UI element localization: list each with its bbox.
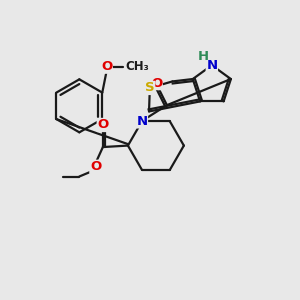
- Text: H: H: [197, 50, 208, 64]
- Text: N: N: [136, 115, 148, 128]
- Text: N: N: [206, 59, 218, 72]
- Text: O: O: [97, 118, 109, 131]
- Text: O: O: [90, 160, 101, 173]
- Text: O: O: [151, 76, 162, 90]
- Text: S: S: [145, 81, 154, 94]
- Text: CH₃: CH₃: [125, 60, 149, 73]
- Text: O: O: [101, 60, 112, 73]
